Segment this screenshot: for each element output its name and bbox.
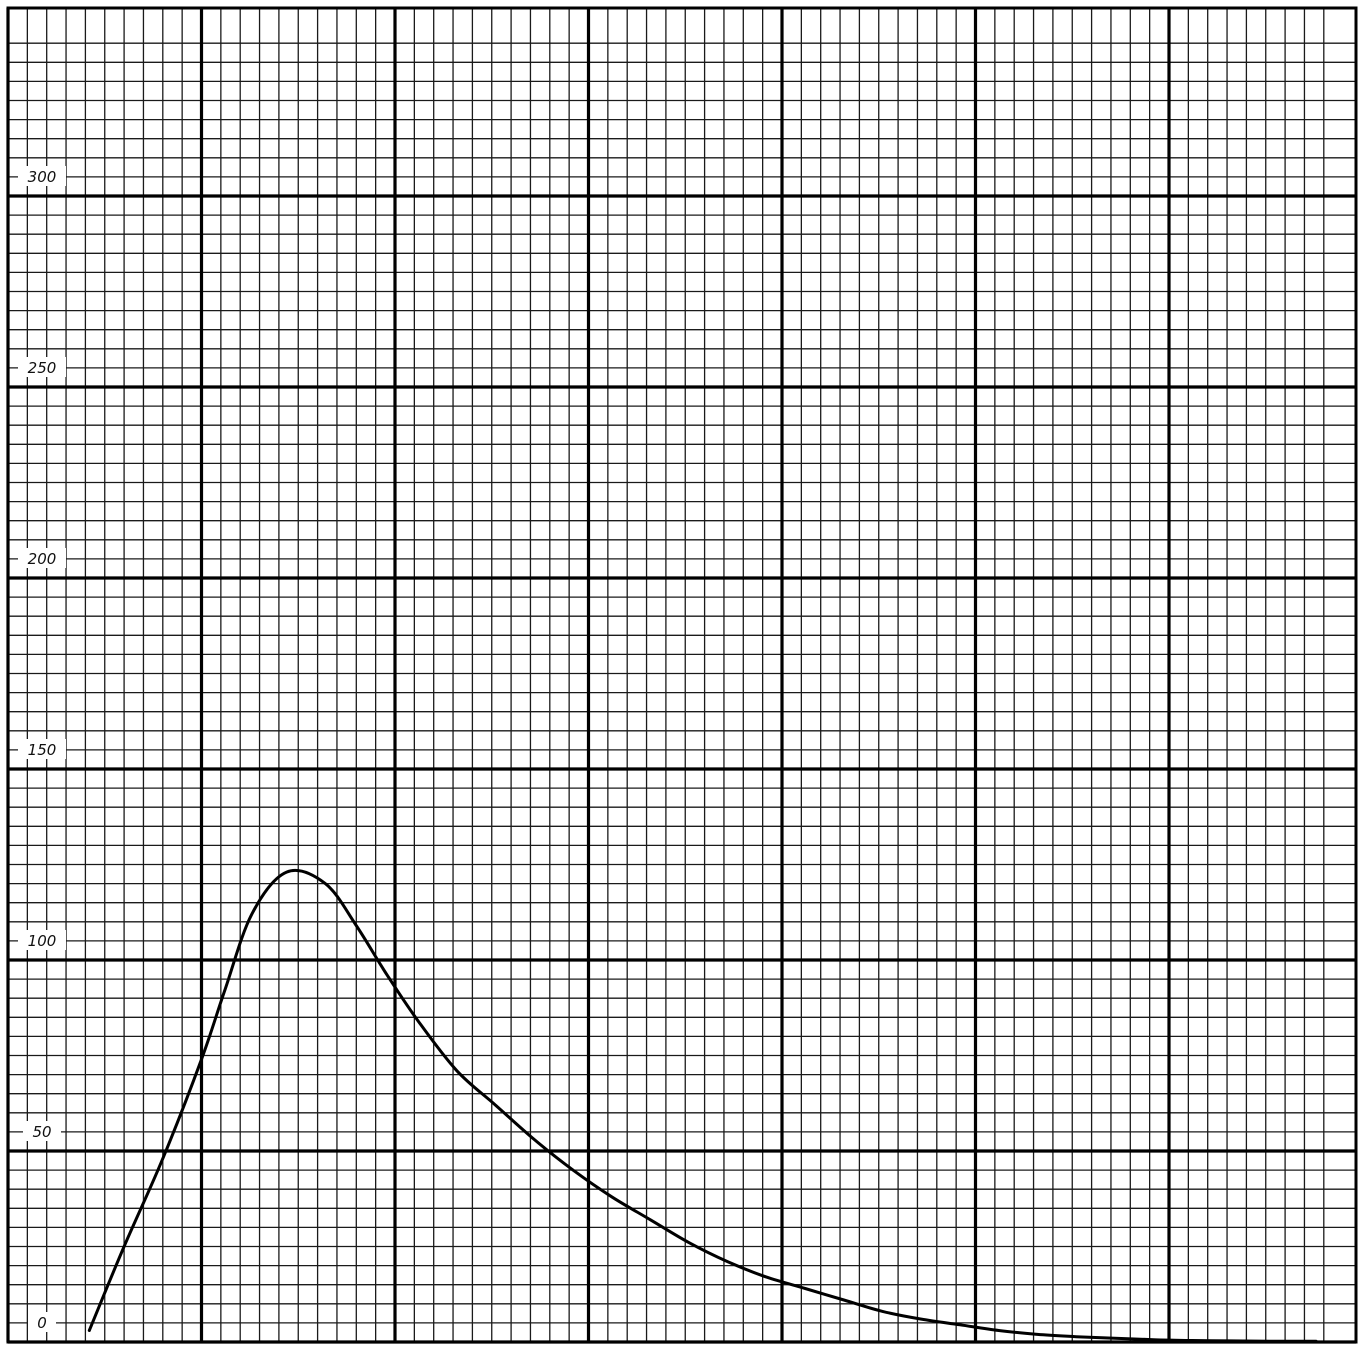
data-point (417, 1020, 420, 1022)
y-tick-label-backdrop (18, 357, 66, 377)
major-grid (6, 8, 1356, 1344)
data-point (1152, 1338, 1155, 1341)
data-point (1191, 1339, 1194, 1342)
data-point (456, 1069, 458, 1072)
data-point (123, 1245, 125, 1248)
data-point (386, 974, 389, 977)
y-tick-label-backdrop (18, 930, 66, 950)
y-tick-label-backdrop (18, 739, 66, 759)
data-point (494, 1104, 497, 1106)
y-tick-label-backdrop (28, 1312, 56, 1332)
data-point (920, 1318, 923, 1320)
data-point (88, 1329, 91, 1332)
data-point (804, 1287, 807, 1290)
y-tick-label: 50 (32, 1123, 51, 1141)
data-point (1315, 1340, 1317, 1343)
data-point (324, 882, 327, 885)
data-point (881, 1310, 884, 1313)
data-point (1075, 1335, 1077, 1338)
data-point (1268, 1340, 1271, 1343)
data-point (533, 1138, 536, 1141)
data-point (1230, 1340, 1232, 1342)
data-point (1114, 1337, 1116, 1339)
y-tick-label: 300 (28, 168, 57, 186)
y-tick-label: 0 (37, 1314, 47, 1332)
data-series (87, 868, 1318, 1343)
data-point (223, 989, 226, 992)
y-tick-label-backdrop (18, 166, 66, 186)
data-point (688, 1241, 690, 1244)
y-tick-label: 250 (28, 359, 57, 377)
data-point (251, 913, 253, 915)
data-point (727, 1260, 729, 1263)
minor-grid (7, 8, 1356, 1343)
data-point (162, 1157, 164, 1160)
data-point (285, 871, 288, 873)
data-point (355, 924, 358, 927)
y-tick-label-backdrop (23, 1121, 61, 1141)
data-point (959, 1324, 961, 1326)
y-tick-label: 200 (28, 550, 57, 568)
y-axis-ticks: 0 50 100 150 200 250 300 (18, 166, 66, 1332)
chart-frame (6, 6, 1358, 1344)
data-point (610, 1196, 613, 1198)
data-point (572, 1169, 574, 1171)
data-point (843, 1299, 845, 1301)
data-point (1036, 1333, 1039, 1336)
data-point (649, 1218, 652, 1221)
data-point (997, 1329, 1000, 1332)
y-tick-label: 100 (28, 932, 57, 950)
data-point (765, 1276, 768, 1278)
data-point (200, 1058, 203, 1061)
chart-border (6, 6, 1358, 1344)
y-tick-label-backdrop (18, 548, 66, 568)
y-tick-label: 150 (28, 741, 57, 759)
